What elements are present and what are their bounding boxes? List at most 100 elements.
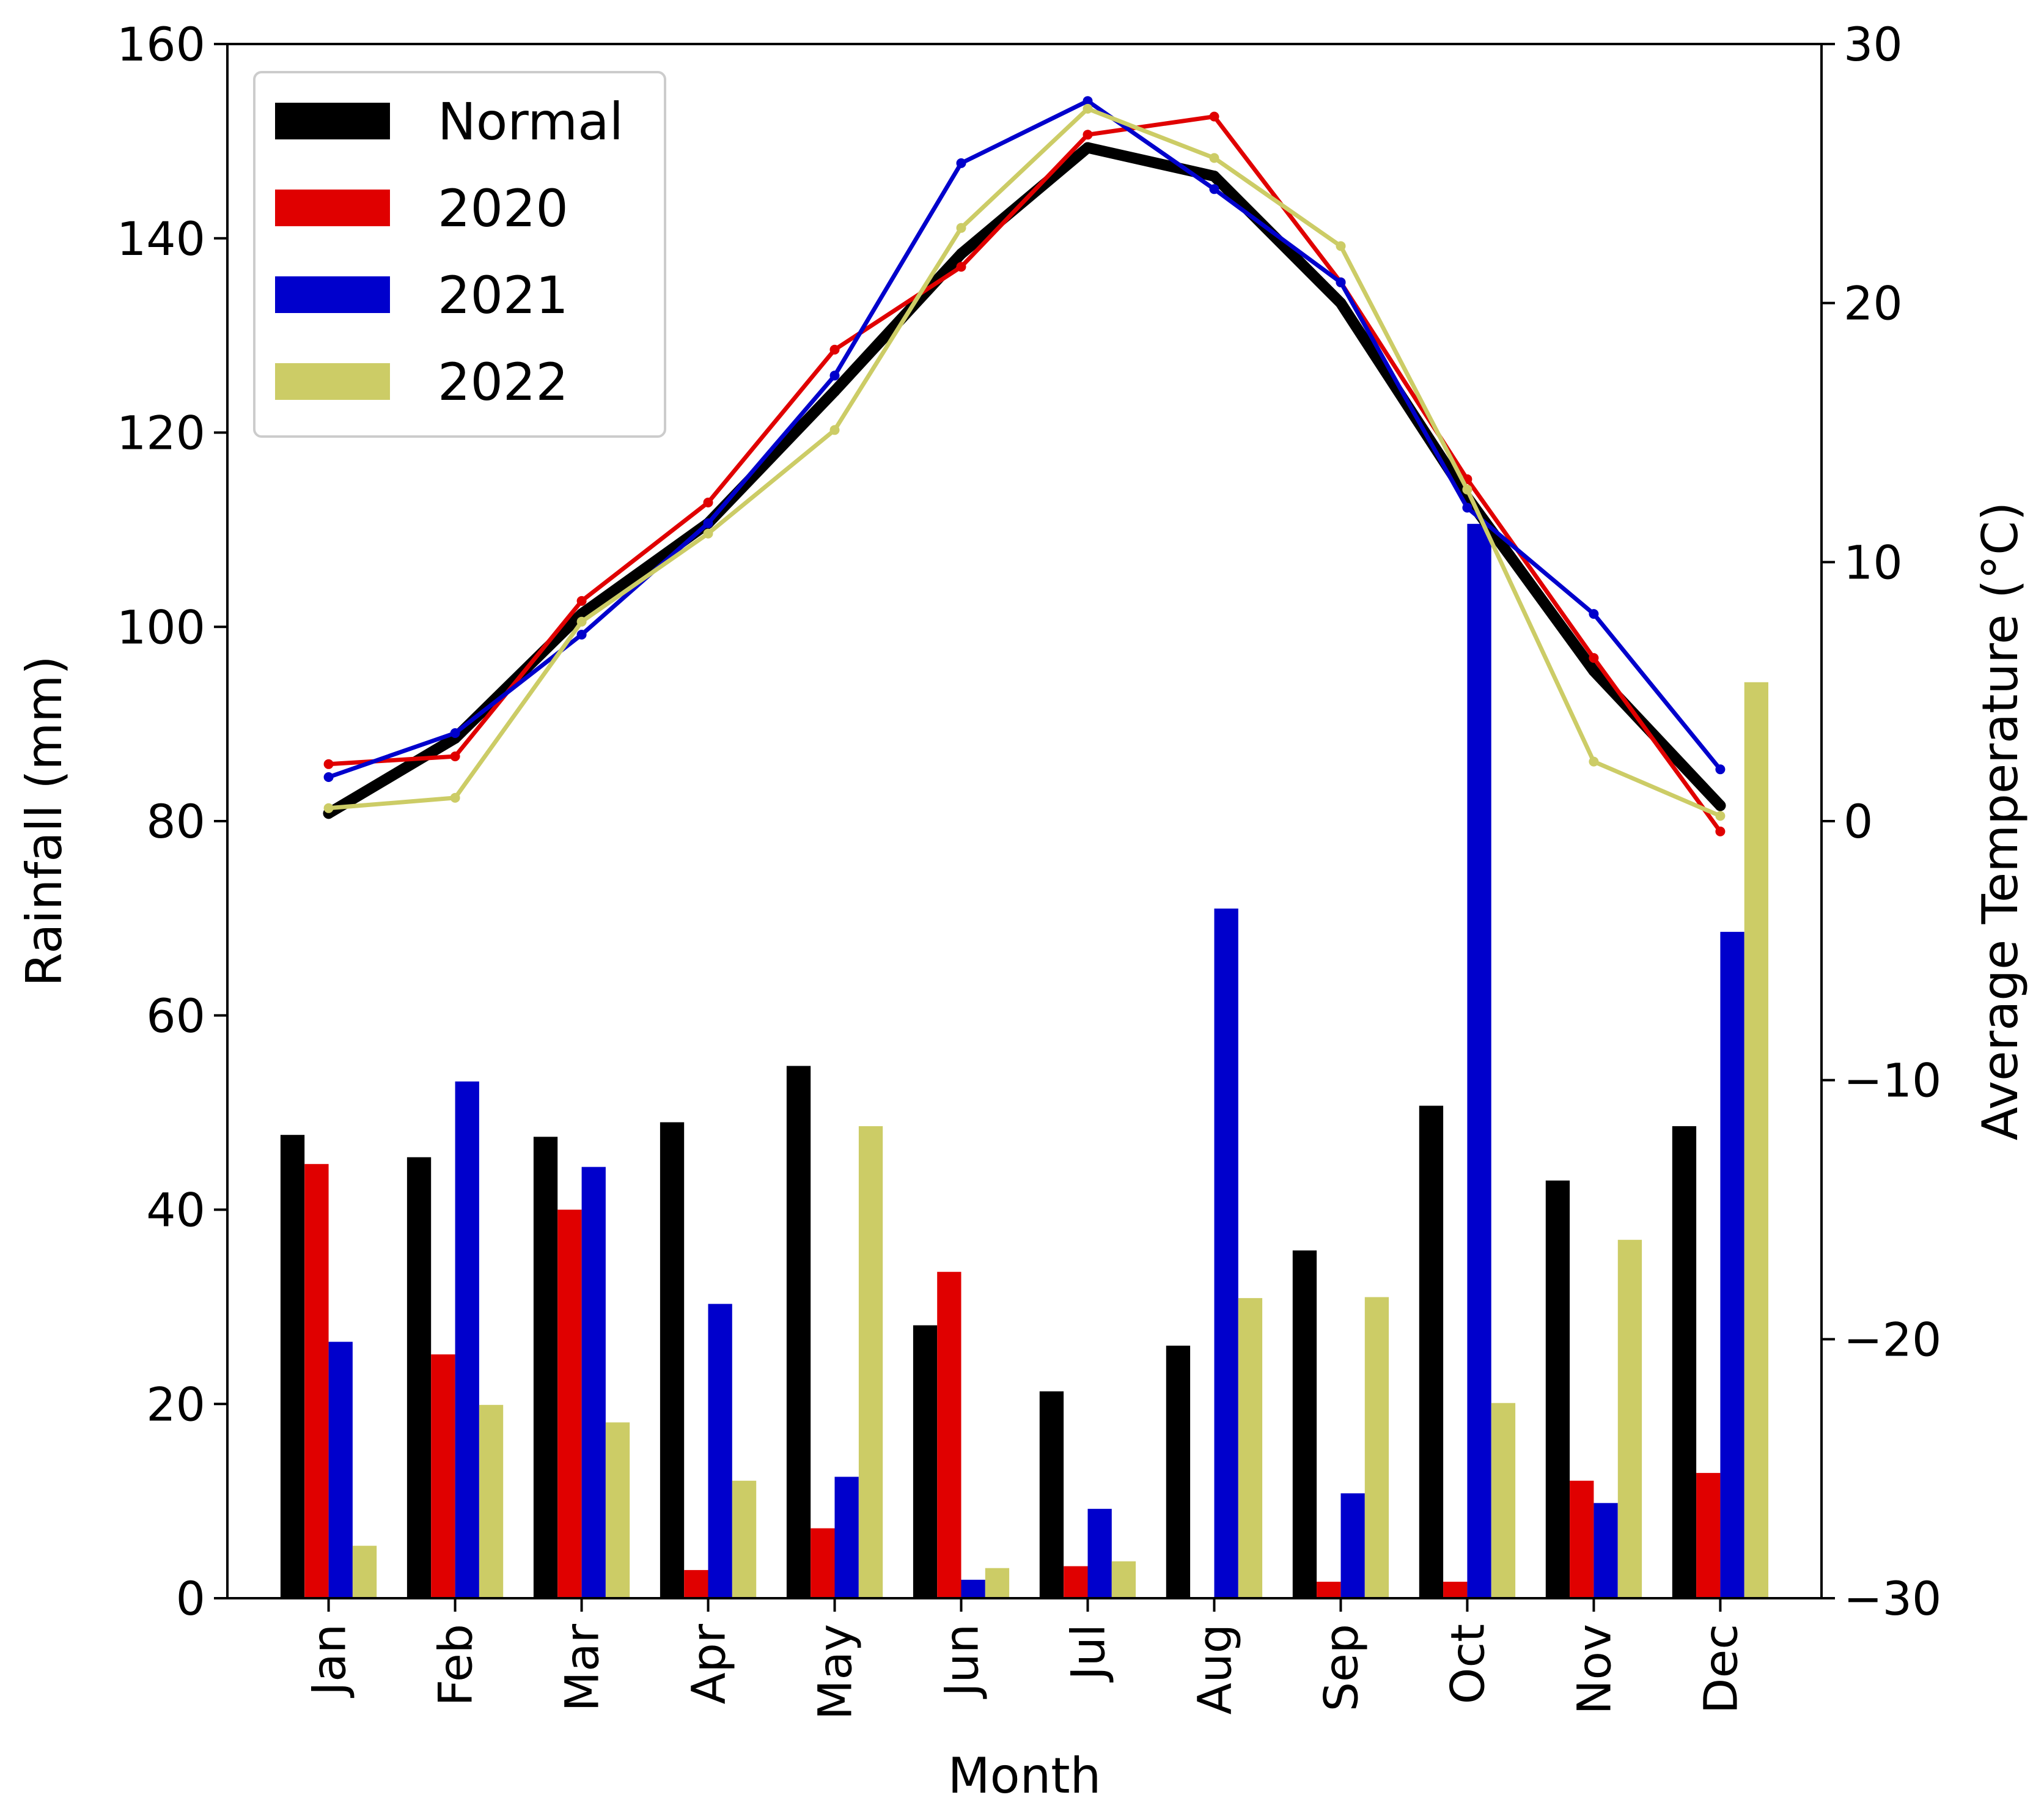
temperature-point-2022-may [829,425,840,435]
bar-normal-may [786,1066,811,1598]
bar-normal-oct [1419,1105,1444,1598]
temperature-point-2020-may [829,344,840,355]
temperature-point-normal-sep [1335,297,1347,309]
bar-2020-jul [1064,1566,1088,1598]
bar-2022-jul [1111,1561,1136,1598]
bar-2022-oct [1491,1403,1516,1598]
temperature-point-normal-dec [1715,800,1726,811]
left-tick-label: 80 [146,794,205,849]
legend-label-normal: Normal [438,92,623,152]
bar-2021-dec [1720,932,1744,1598]
right-y-axis: −30 −20 −10 0 10 20 30 [1822,17,1941,1626]
x-tick-label-jul: Jul [1061,1624,1116,1683]
bar-2020-jun [937,1272,961,1598]
temperature-point-normal-may [829,385,840,397]
bar-2022-jun [985,1568,1010,1598]
y2-axis-title: Average Temperature (°C) [1972,502,2029,1140]
x-tick-label-nov: Nov [1567,1624,1621,1714]
x-tick-label-may: May [808,1624,862,1720]
temperature-point-2022-jul [1083,103,1093,114]
x-tick-label-apr: Apr [682,1623,736,1704]
temperature-point-2020-jun [956,262,966,272]
right-tick-label: 10 [1844,535,1903,589]
bar-normal-apr [660,1122,685,1598]
temperature-point-2021-feb [450,728,460,738]
bar-2021-may [834,1477,859,1598]
bar-2020-sep [1317,1582,1341,1598]
bar-2020-oct [1443,1582,1468,1598]
legend-swatch-2021 [275,276,390,313]
temperature-point-2021-nov [1589,609,1599,619]
temperature-point-2020-nov [1589,653,1599,663]
left-tick-label: 100 [117,600,205,654]
temperature-point-2021-jun [956,158,966,168]
right-tick-label: 30 [1844,17,1903,72]
right-tick-label: 20 [1844,276,1903,331]
bars-layer [280,523,1768,1598]
bar-2022-mar [605,1422,630,1598]
x-tick-label-dec: Dec [1693,1624,1748,1714]
bar-2022-jan [352,1546,377,1598]
bar-2021-mar [581,1167,606,1598]
bar-normal-jul [1039,1391,1064,1598]
lines-layer [323,96,1726,836]
bar-2021-oct [1467,523,1491,1598]
left-tick-label: 120 [117,406,205,460]
temperature-point-2022-feb [450,792,460,803]
bar-2022-dec [1744,682,1768,1598]
bar-2021-feb [455,1081,479,1598]
legend-swatch-normal [275,103,390,139]
x-tick-label-aug: Aug [1188,1624,1242,1714]
right-tick-label: −10 [1844,1053,1941,1108]
temperature-point-2021-sep [1336,277,1346,287]
bar-2020-nov [1570,1480,1594,1598]
bar-2021-jun [961,1579,985,1598]
right-tick-label: −30 [1844,1571,1941,1626]
left-tick-label: 140 [117,212,205,266]
left-tick-label: 160 [117,17,205,72]
bar-2020-apr [684,1569,708,1598]
x-tick-label-oct: Oct [1440,1624,1494,1704]
temperature-point-2022-apr [703,528,713,539]
x-tick-label-jun: Jun [935,1624,989,1699]
right-tick-label: −20 [1844,1312,1941,1367]
bar-normal-feb [406,1157,432,1598]
bar-normal-jun [913,1325,938,1598]
x-axis-title: Month [948,1747,1101,1804]
temperature-point-2022-aug [1209,153,1219,163]
temperature-point-2021-mar [576,630,587,640]
temperature-point-2022-oct [1462,484,1472,495]
bar-2021-jan [328,1341,353,1598]
temperature-line-2020 [326,114,1722,834]
temperature-point-2022-jan [323,803,334,813]
temperature-point-2021-jan [323,772,334,782]
y-axis-title: Rainfall (mm) [16,655,73,986]
left-tick-label: 0 [176,1571,205,1626]
legend: Normal 2020 2021 2022 [253,71,666,438]
right-tick-label: 0 [1844,794,1873,849]
bar-normal-mar [533,1137,558,1598]
bar-2021-sep [1340,1493,1365,1598]
temperature-point-2022-nov [1589,756,1599,767]
bar-2020-may [811,1528,835,1598]
legend-swatch-2022 [275,363,390,400]
temperature-point-2021-apr [703,518,713,528]
left-tick-label: 20 [146,1377,205,1431]
bar-normal-jan [280,1135,305,1598]
x-tick-label-mar: Mar [555,1623,609,1711]
bar-2021-nov [1594,1503,1618,1598]
bar-2022-nov [1617,1239,1642,1598]
temperature-point-2020-feb [450,751,460,762]
temperature-point-2022-mar [576,616,587,627]
temperature-point-normal-nov [1588,665,1600,677]
bar-2022-sep [1364,1297,1389,1598]
temperature-line-2022 [326,106,1722,818]
temperature-point-2020-jan [323,759,334,769]
temperature-point-2022-jun [956,223,966,233]
x-tick-label-feb: Feb [428,1624,483,1706]
temperature-point-normal-jul [1082,142,1094,153]
bar-2021-jul [1087,1508,1112,1598]
temperature-point-2021-may [829,371,840,381]
temperature-point-2021-aug [1209,184,1219,194]
